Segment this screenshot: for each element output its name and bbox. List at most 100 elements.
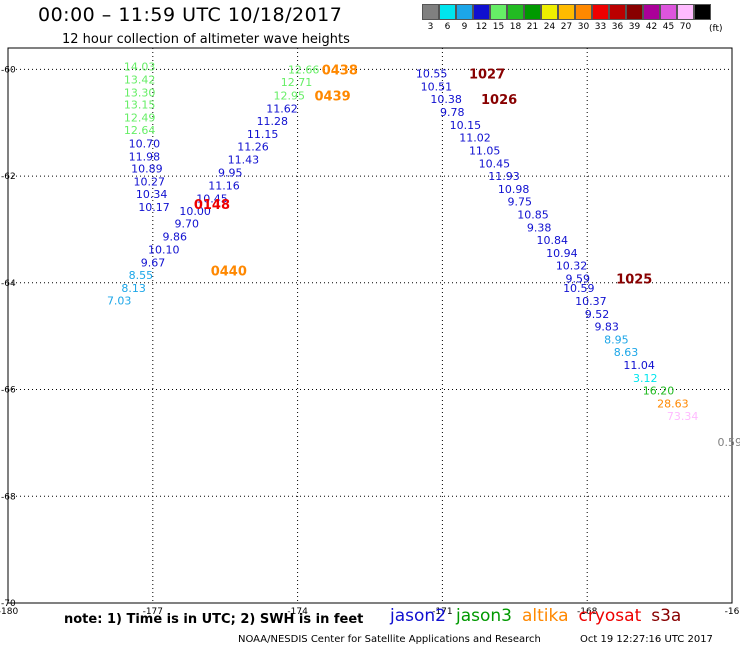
colorbar-bin: 12 <box>473 4 490 32</box>
colorbar-bin: 45 <box>660 4 677 32</box>
y-tick-label: -60 <box>1 65 16 75</box>
colorbar-swatch <box>490 4 507 20</box>
colorbar-swatch <box>507 4 524 20</box>
swh-value-label: 9.38 <box>527 221 552 234</box>
pass-time-label: 1026 <box>481 93 517 108</box>
x-tick-label: -174 <box>287 607 308 617</box>
colorbar-legend: 3 6 9 12 15 18 21 24 27 30 33 36 39 42 45 70 <box>422 4 711 32</box>
colorbar-swatch <box>456 4 473 20</box>
x-tick-label: -168 <box>577 607 598 617</box>
pass-time-label: 0440 <box>211 265 247 280</box>
y-tick-label: -62 <box>1 172 16 182</box>
swh-value-label: 10.94 <box>546 247 578 260</box>
colorbar-bin: 15 <box>490 4 507 32</box>
legend-entry: jason3 <box>456 606 512 626</box>
x-tick-label: -177 <box>143 607 163 617</box>
swh-value-label: 10.84 <box>537 234 569 247</box>
colorbar-unit: (ft) <box>709 24 723 34</box>
swh-value-label: 12.71 <box>281 76 313 89</box>
swh-value-label: 10.37 <box>575 295 607 308</box>
swh-value-label: 10.34 <box>136 188 168 201</box>
swh-value-label: 11.28 <box>257 115 289 128</box>
swh-value-label: 8.13 <box>121 282 146 295</box>
colorbar-swatch <box>541 4 558 20</box>
swh-value-label: 8.55 <box>129 269 154 282</box>
swh-value-label: 10.51 <box>421 80 453 93</box>
swh-value-label: 11.16 <box>208 180 240 193</box>
swh-value-label: 16.20 <box>643 385 675 398</box>
colorbar-swatch <box>609 4 626 20</box>
colorbar-swatch <box>524 4 541 20</box>
x-tick-label: -171 <box>432 607 452 617</box>
swh-value-label: 8.63 <box>614 346 639 359</box>
footer-note: note: 1) Time is in UTC; 2) SWH is in fe… <box>64 612 364 627</box>
chart-subtitle: 12 hour collection of altimeter wave hei… <box>62 32 350 47</box>
colorbar-bin: 21 <box>524 4 541 32</box>
swh-value-label: 9.83 <box>594 321 619 334</box>
pass-time-label: 0438 <box>322 63 358 78</box>
colorbar-label: 36 <box>611 22 624 32</box>
swh-value-label: 3.12 <box>633 372 658 385</box>
swh-value-label: 10.89 <box>131 163 163 176</box>
colorbar-swatch <box>643 4 660 20</box>
colorbar-bin: 30 <box>575 4 592 32</box>
colorbar-bin: 39 <box>626 4 643 32</box>
swh-value-label: 10.38 <box>430 93 462 106</box>
colorbar-label: 30 <box>577 22 590 32</box>
pass-time-label: 0439 <box>314 89 350 104</box>
legend-entry: altika <box>522 606 569 626</box>
swh-value-label: 9.78 <box>440 106 465 119</box>
colorbar-label: 3 <box>427 22 434 32</box>
colorbar-label: 9 <box>461 22 468 32</box>
swh-value-label: 11.02 <box>459 132 491 145</box>
swh-value-label: 10.15 <box>450 119 482 132</box>
swh-value-label: 12.66 <box>288 63 320 76</box>
legend-entry: cryosat <box>578 606 642 626</box>
y-tick-label: -64 <box>1 279 16 289</box>
x-tick-label: -16 <box>725 607 740 617</box>
swh-value-label: 11.04 <box>623 359 655 372</box>
swh-value-label: 11.43 <box>228 154 260 167</box>
colorbar-swatch <box>558 4 575 20</box>
swh-value-label: 10.32 <box>556 260 588 273</box>
colorbar-label: 39 <box>628 22 641 32</box>
swh-value-label: 11.05 <box>469 144 501 157</box>
colorbar-swatch <box>439 4 456 20</box>
colorbar-swatch <box>575 4 592 20</box>
colorbar-label: 12 <box>475 22 488 32</box>
colorbar-swatch <box>422 4 439 20</box>
swh-value-label: 10.45 <box>196 192 228 205</box>
swh-value-label: 10.59 <box>563 282 595 295</box>
colorbar-swatch <box>694 4 711 20</box>
legend-entry: s3a <box>651 606 682 626</box>
colorbar-swatch <box>677 4 694 20</box>
x-tick-label: -180 <box>0 607 18 617</box>
swh-value-label: 9.75 <box>508 196 533 209</box>
plot-frame <box>7 47 733 604</box>
y-tick-label: -68 <box>1 492 16 502</box>
swh-value-label: 9.67 <box>141 257 166 270</box>
colorbar-swatch <box>473 4 490 20</box>
satellite-legend: jason2 jason3 altika cryosat s3a <box>390 606 691 626</box>
colorbar-swatch <box>626 4 643 20</box>
footer-timestamp: Oct 19 12:27:16 UTC 2017 <box>580 634 713 645</box>
swh-value-label: 10.98 <box>498 183 530 196</box>
swh-value-label: 10.10 <box>148 244 180 257</box>
swh-value-label: 28.63 <box>657 397 689 410</box>
pass-time-label: 1025 <box>616 273 652 288</box>
pass-time-label: 0148 <box>194 198 230 213</box>
swh-value-label: 12.49 <box>124 111 156 124</box>
swh-value-label: 9.95 <box>218 166 243 179</box>
colorbar-label: 42 <box>645 22 658 32</box>
colorbar-label: 6 <box>444 22 451 32</box>
colorbar-bin: 33 <box>592 4 609 32</box>
colorbar-label: 70 <box>679 22 692 32</box>
swh-value-label: 11.26 <box>237 141 269 154</box>
swh-value-label: 0.59 <box>718 436 740 449</box>
swh-value-label: 11.98 <box>129 150 161 163</box>
swh-value-label: 11.62 <box>266 102 298 115</box>
swh-value-label: 14.03 <box>124 61 156 74</box>
swh-value-label: 10.27 <box>133 175 165 188</box>
swh-value-label: 13.30 <box>124 86 156 99</box>
